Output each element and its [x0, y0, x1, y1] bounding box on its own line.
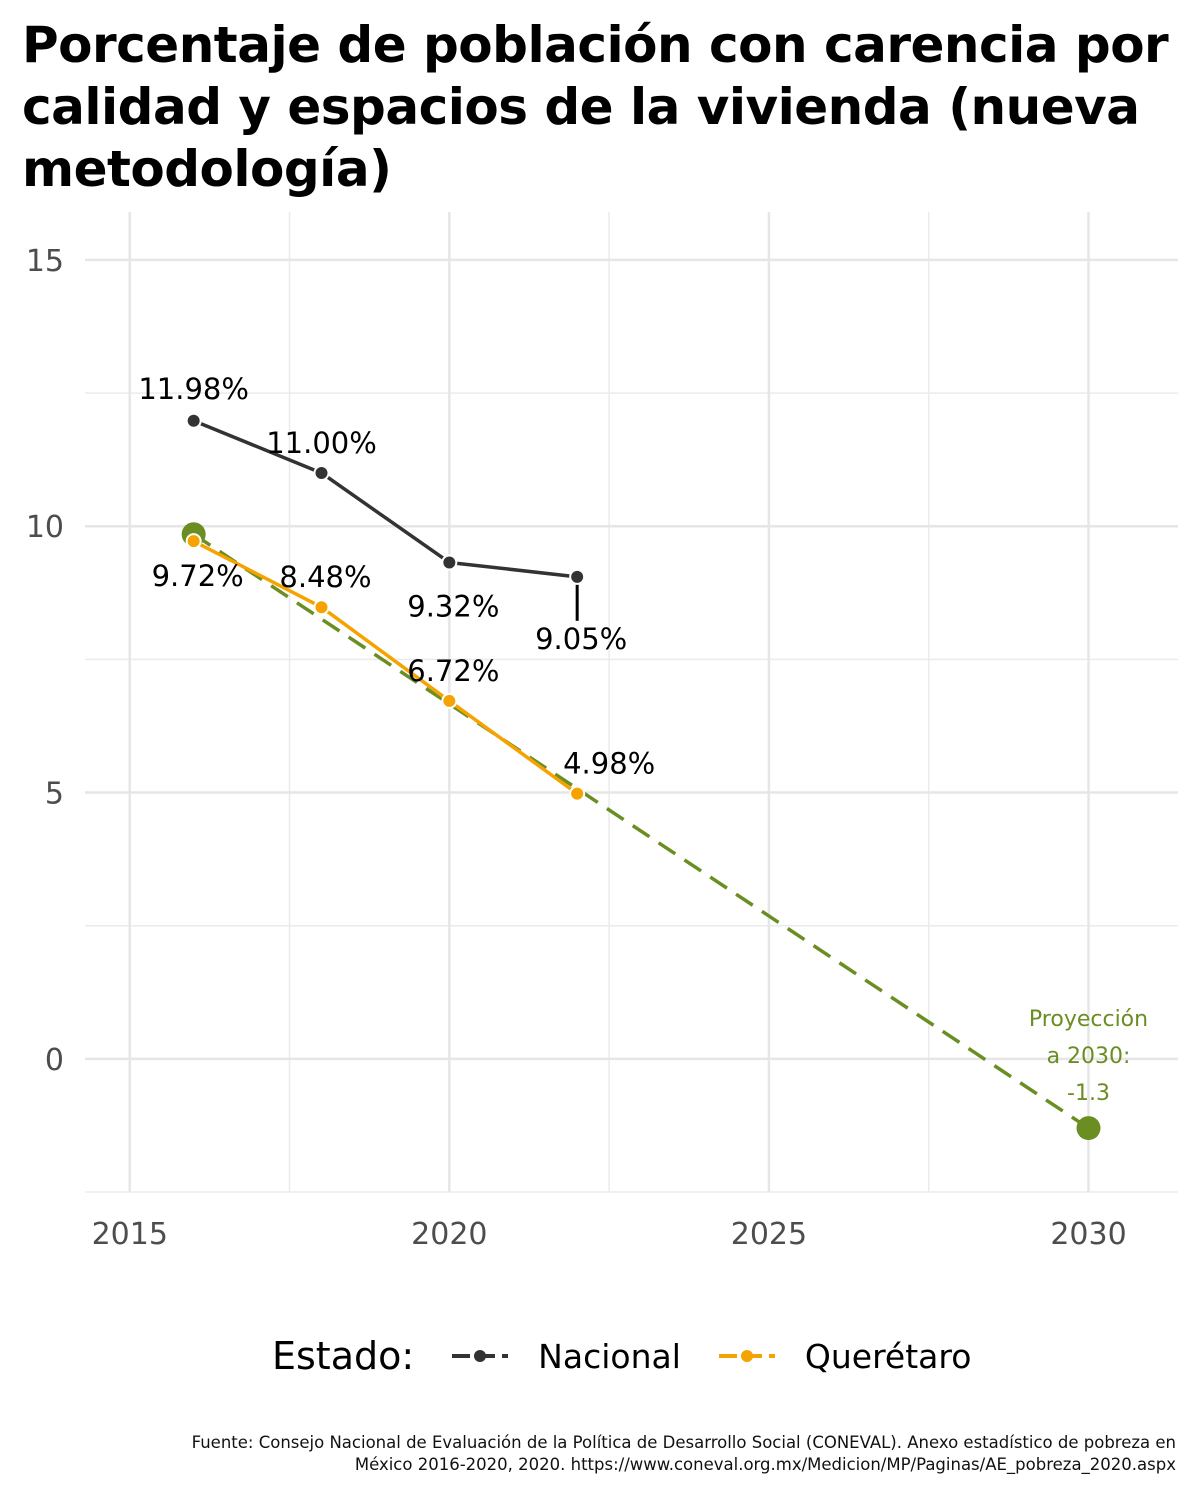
x-tick-label: 2030: [1050, 1217, 1126, 1252]
y-tick-label: 0: [45, 1043, 64, 1078]
source-line: Fuente: Consejo Nacional de Evaluación d…: [191, 1433, 1176, 1452]
data-point: [185, 533, 202, 550]
x-tick-label: 2025: [731, 1217, 807, 1252]
data-label: 9.72%: [152, 559, 244, 593]
projection-point: [1076, 1116, 1101, 1141]
source-line: México 2016-2020, 2020. https://www.cone…: [354, 1455, 1176, 1474]
x-tick-label: 2015: [92, 1217, 168, 1252]
source-note: Fuente: Consejo Nacional de Evaluación d…: [26, 1432, 1176, 1476]
plot-area: 2015 2020 2025 2030 0 5 10 15 Proyección a 2030: -…: [26, 212, 1178, 1252]
data-point: [441, 554, 458, 571]
x-tick-label: 2020: [411, 1217, 487, 1252]
data-point: [569, 568, 586, 585]
data-label: 9.32%: [407, 589, 499, 623]
data-point: [569, 785, 586, 802]
legend-label-nacional: Nacional: [538, 1336, 681, 1376]
chart-title: Porcentaje de población con carencia por…: [22, 16, 1169, 198]
projection-line: [192, 532, 1090, 1130]
data-point: [313, 599, 330, 616]
legend-key-nacional: [452, 1350, 509, 1362]
projection-label: a 2030:: [1047, 1044, 1131, 1069]
data-label: 6.72%: [407, 654, 499, 688]
legend-item-nacional: Nacional: [450, 1337, 681, 1376]
projection-label: -1.3: [1067, 1081, 1110, 1106]
data-point: [185, 412, 202, 429]
data-label: 8.48%: [279, 560, 371, 594]
legend-key-queretaro: [718, 1350, 775, 1362]
y-tick-label: 15: [26, 244, 64, 279]
y-tick-label: 5: [45, 777, 64, 812]
series-line-queretaro: [192, 539, 579, 796]
data-label: 11.00%: [266, 426, 377, 460]
projection-label: Proyección: [1029, 1007, 1148, 1032]
data-point: [441, 692, 458, 709]
series-line-nacional: [192, 419, 578, 579]
legend-label-queretaro: Querétaro: [804, 1336, 972, 1376]
data-label: 4.98%: [563, 747, 655, 781]
y-tick-label: 10: [26, 510, 64, 545]
data-label: 9.05%: [535, 622, 627, 656]
legend: Estado: Nacional Querétaro: [272, 1328, 1007, 1384]
data-point: [313, 464, 330, 481]
legend-item-queretaro: Querétaro: [717, 1336, 972, 1376]
legend-title: Estado:: [272, 1334, 415, 1378]
data-label: 11.98%: [138, 372, 249, 406]
